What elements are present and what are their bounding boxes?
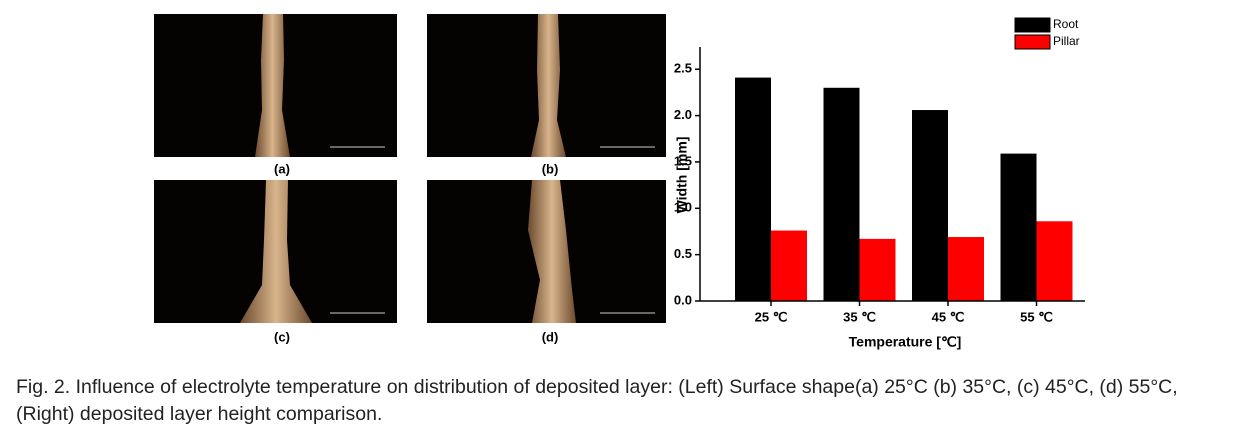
bar (735, 77, 771, 301)
x-tick-label: 45 ℃ (932, 309, 965, 324)
y-tick-label: 2.0 (674, 107, 692, 122)
photo-d (427, 180, 666, 323)
bar (823, 87, 860, 301)
bar (859, 238, 896, 301)
figure: (a) (b) (c) (d) Temperature [℃] Width [m… (154, 14, 1085, 350)
legend-label: Pillar (1053, 34, 1080, 48)
x-tick-label: 25 ℃ (755, 309, 788, 324)
photo-b (427, 14, 666, 157)
legend-swatch (1014, 34, 1051, 50)
bar (771, 230, 807, 301)
panel-label: (d) (542, 329, 559, 344)
bar (912, 110, 948, 301)
y-tick-label: 0.0 (674, 292, 692, 307)
legend-label: Root (1053, 17, 1079, 31)
bar-chart: Temperature [℃] Width [mm] 0.0 0.5 1.0 1.5 2… (674, 17, 1085, 350)
y-tick-label: 1.0 (674, 200, 692, 215)
bar (1036, 221, 1073, 301)
photo-a (154, 14, 397, 157)
bar (1000, 153, 1037, 301)
y-tick-label: 0.5 (674, 246, 692, 261)
caption: Fig. 2. Influence of electrolyte tempera… (16, 376, 1178, 425)
panel-label: (a) (274, 161, 290, 176)
y-tick-label: 1.5 (674, 153, 692, 168)
photo-c (154, 180, 397, 323)
x-tick-label: 35 ℃ (843, 309, 876, 324)
panel-label: (b) (542, 161, 559, 176)
y-tick-label: 2.5 (674, 61, 692, 76)
legend-swatch (1014, 17, 1051, 33)
x-axis-label: Temperature [℃] (849, 334, 962, 350)
bar (948, 237, 984, 301)
panel-label: (c) (274, 329, 290, 344)
x-tick-label: 55 ℃ (1020, 309, 1053, 324)
y-axis-label: Width [mm] (674, 137, 690, 214)
